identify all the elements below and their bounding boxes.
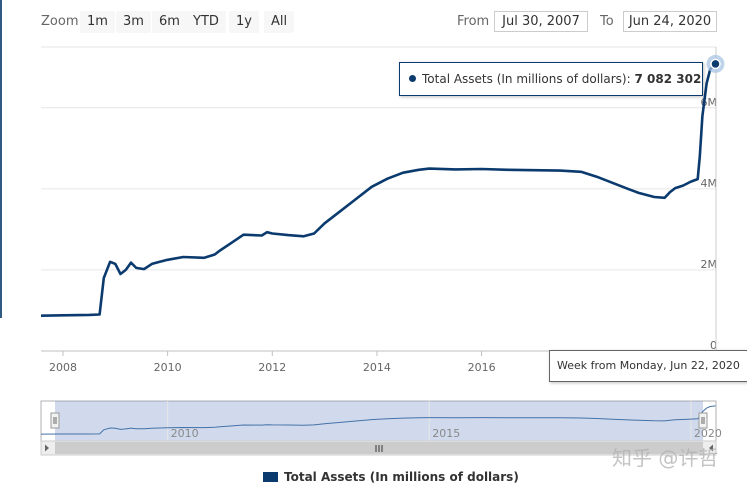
tooltip-series-label: Total Assets (In millions of dollars):	[422, 72, 631, 86]
series-line-total-assets	[40, 62, 717, 317]
zoom-1y-button[interactable]: 1y	[229, 11, 259, 33]
legend-swatch	[263, 472, 278, 482]
watermark: 知乎 @许哲	[612, 446, 719, 470]
legend-label: Total Assets (In millions of dollars)	[284, 470, 519, 484]
x-tick-label-0: 2008	[49, 361, 77, 374]
navigator-selected-range[interactable]	[55, 401, 703, 441]
navigator[interactable]: 2010 2015 2020	[40, 400, 722, 456]
x-tick-label-3: 2014	[363, 361, 391, 374]
to-label: To	[600, 14, 614, 29]
from-label: From	[457, 14, 490, 29]
navigator-series-line	[40, 405, 716, 435]
legend-item[interactable]: Total Assets (In millions of dollars)	[263, 470, 519, 484]
hover-point	[710, 58, 721, 70]
value-tooltip: Total Assets (In millions of dollars): 7…	[399, 62, 703, 96]
zoom-1m-button[interactable]: 1m	[80, 11, 115, 33]
y-tick-label-0: 0	[710, 339, 717, 352]
scrollbar-left-arrow-icon[interactable]	[45, 444, 49, 452]
navigator-right-handle[interactable]	[698, 412, 708, 429]
navigator-left-handle[interactable]	[50, 412, 60, 429]
scrollbar-right-arrow-icon[interactable]	[709, 444, 713, 452]
handle-body[interactable]	[698, 412, 708, 429]
zoom-3m-button[interactable]: 3m	[116, 11, 151, 33]
zoom-label: Zoom	[41, 14, 79, 29]
y-tick-label-2: 4M	[701, 177, 718, 190]
to-date-input[interactable]	[623, 11, 717, 32]
date-tooltip: Week from Monday, Jun 22, 2020	[549, 350, 747, 382]
navigator-tick-label-1: 2015	[432, 427, 460, 440]
left-edge-bar	[0, 0, 2, 318]
x-tick-label-4: 2016	[468, 361, 496, 374]
navigator-tick-label-2: 2020	[694, 427, 722, 440]
handle-body[interactable]	[50, 412, 60, 429]
tooltip-series-dot	[409, 75, 416, 82]
x-tick-label-1: 2010	[154, 361, 182, 374]
navigator-tick-label-0: 2010	[171, 427, 199, 440]
zoom-all-button[interactable]: All	[264, 11, 295, 33]
zoom-6m-button[interactable]: 6m	[152, 11, 187, 33]
zoom-ytd-button[interactable]: YTD	[186, 11, 226, 33]
series-layer	[40, 54, 725, 317]
x-tick-label-2: 2012	[258, 361, 286, 374]
tooltip-value: 7 082 302	[634, 72, 702, 86]
from-date-input[interactable]	[494, 11, 588, 32]
y-tick-label-1: 2M	[701, 258, 718, 271]
